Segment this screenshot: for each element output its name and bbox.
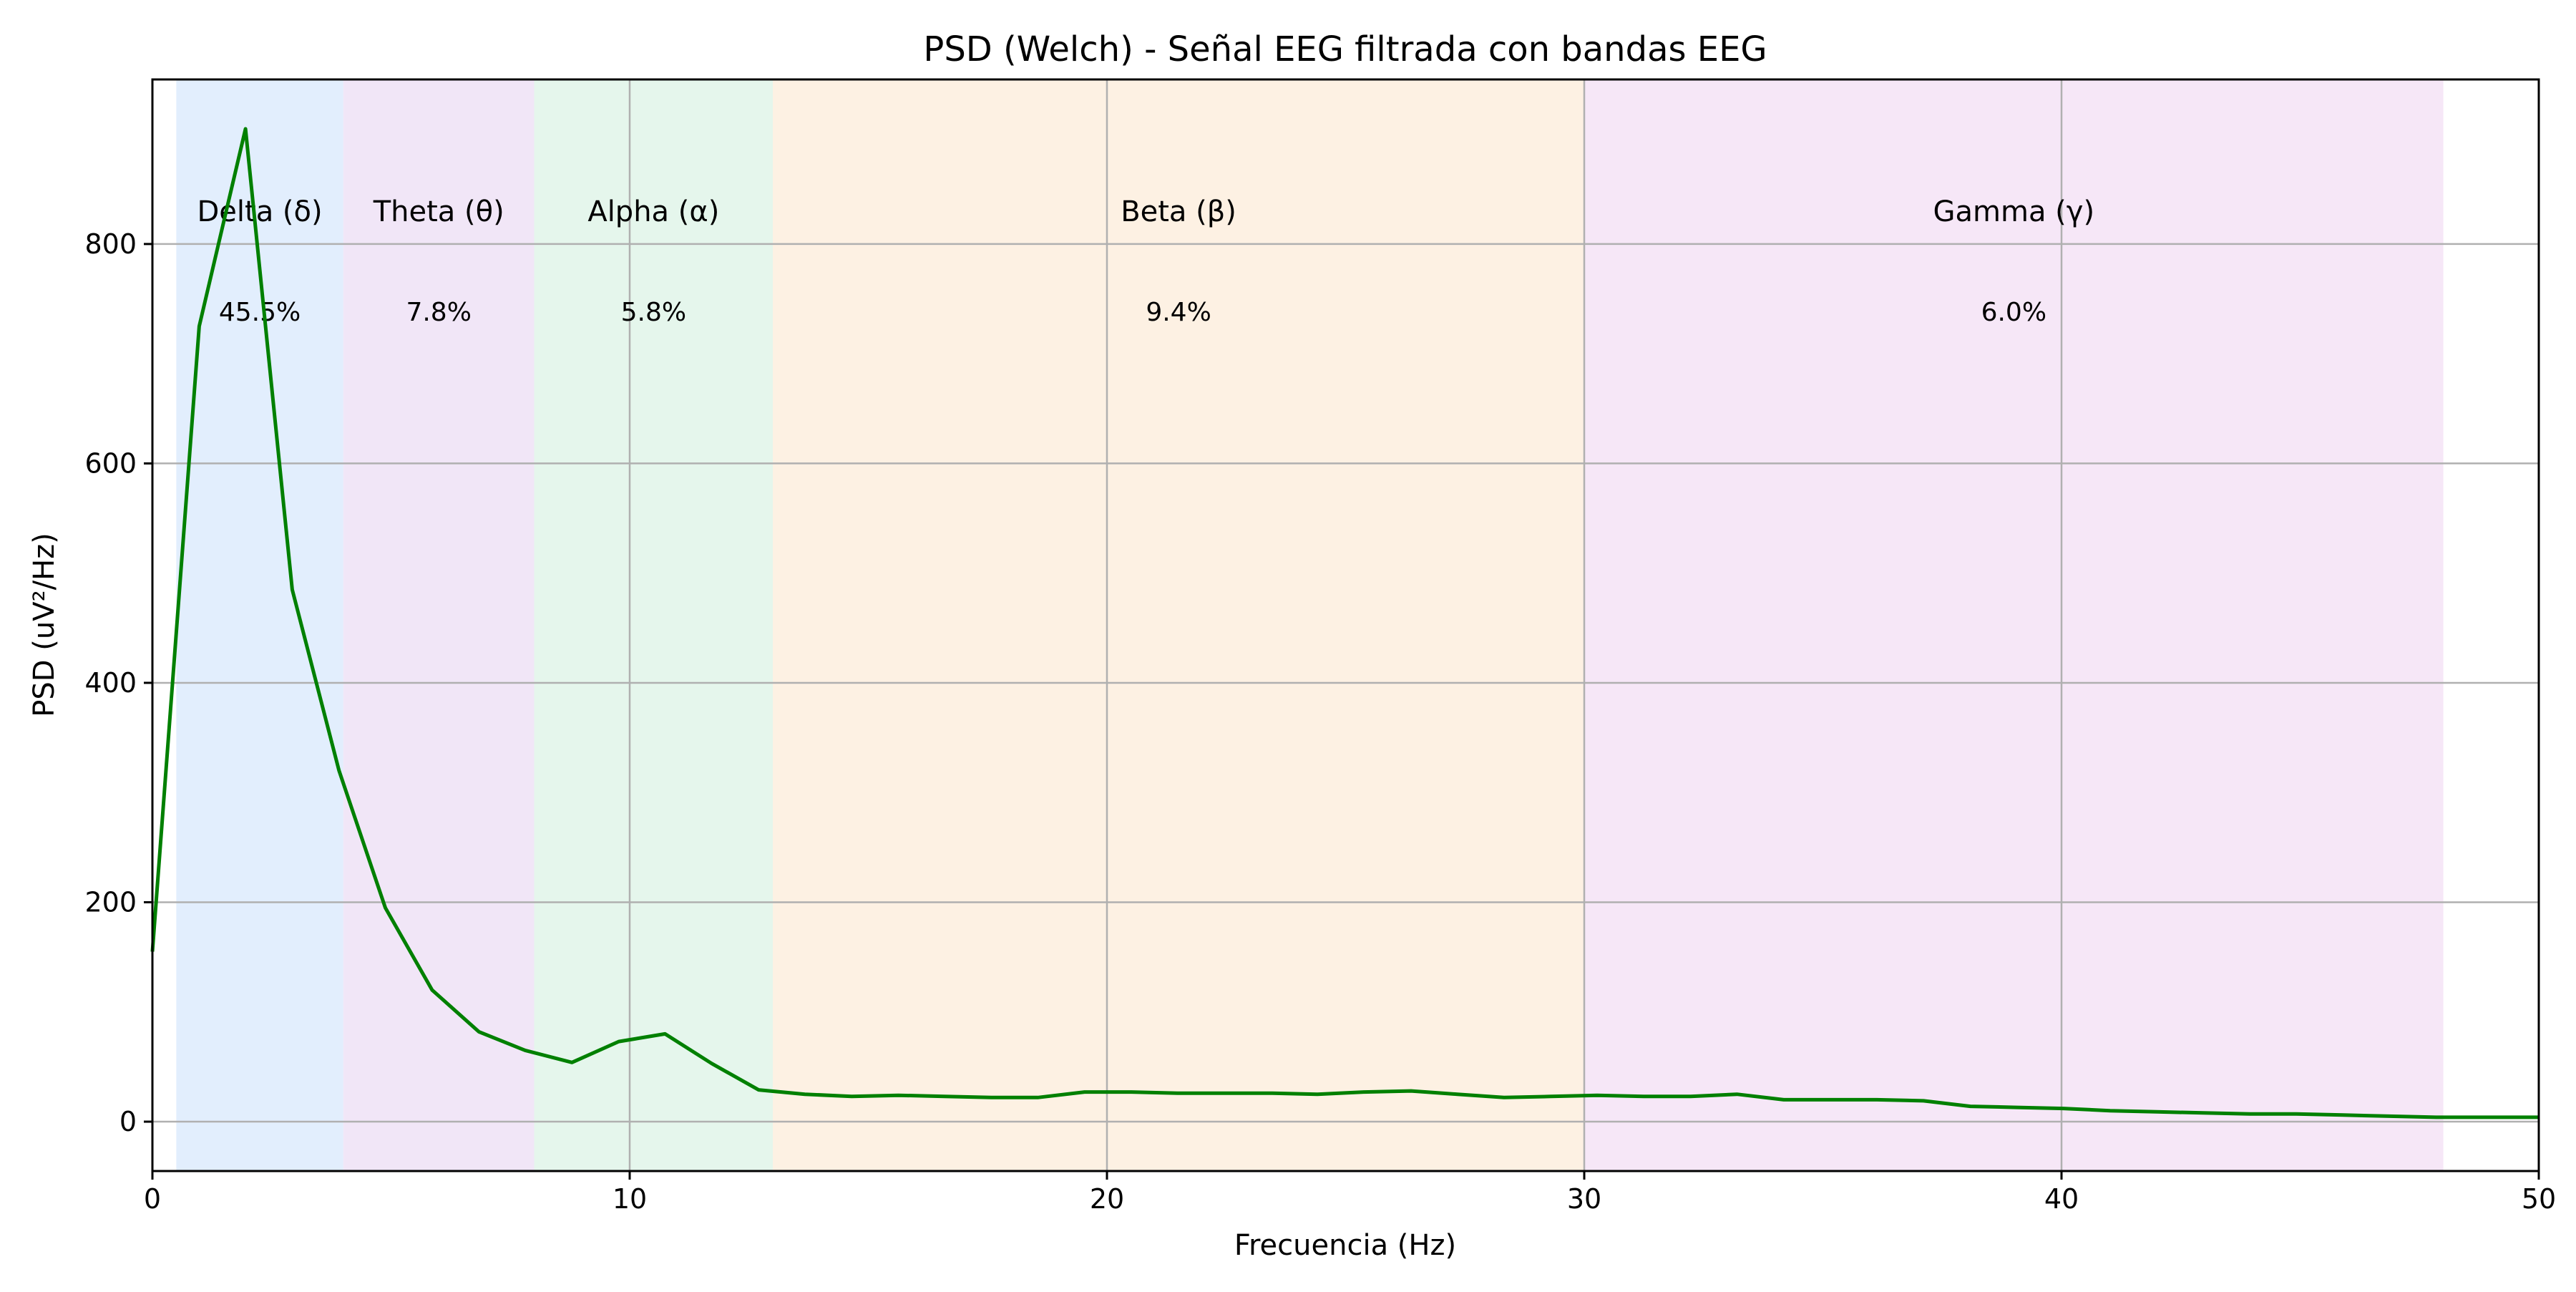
band-shading-layer — [176, 79, 2444, 1171]
band-label-0: Delta (δ) — [197, 195, 323, 228]
chart-title: PSD (Welch) - Señal EEG filtrada con ban… — [923, 29, 1767, 69]
band-region-2 — [534, 79, 774, 1171]
x-tick-label-1: 10 — [613, 1183, 647, 1215]
band-region-4 — [1584, 79, 2444, 1171]
x-tick-label-0: 0 — [144, 1183, 161, 1215]
band-percent-1: 7.8% — [406, 298, 471, 327]
band-percent-4: 6.0% — [1981, 298, 2046, 327]
psd-series-layer — [150, 127, 2539, 1119]
x-axis-label: Frecuencia (Hz) — [1234, 1229, 1456, 1262]
axis-ticks-layer: 0 10 20 30 40 50 0 200 400 600 800 — [84, 228, 2556, 1215]
band-percent-0: 45.5% — [219, 298, 301, 327]
y-tick-label-4: 800 — [84, 228, 137, 260]
x-tick-label-5: 50 — [2522, 1183, 2556, 1215]
y-tick-label-3: 600 — [84, 447, 137, 479]
band-percent-2: 5.8% — [621, 298, 686, 327]
band-region-3 — [773, 79, 1584, 1171]
band-label-4: Gamma (γ) — [1933, 195, 2095, 228]
band-label-1: Theta (θ) — [373, 195, 504, 228]
plot-frame — [151, 78, 2540, 1172]
band-region-1 — [343, 79, 535, 1171]
x-tick-label-2: 20 — [1090, 1183, 1124, 1215]
y-tick-label-2: 400 — [84, 667, 137, 699]
band-percent-3: 9.4% — [1146, 298, 1211, 327]
y-axis-label: PSD (uV²/Hz) — [28, 533, 61, 717]
x-tick-label-4: 40 — [2044, 1183, 2079, 1215]
grid-layer — [151, 79, 2540, 1171]
band-label-3: Beta (β) — [1121, 195, 1236, 228]
y-tick-label-1: 200 — [84, 886, 137, 918]
psd-line — [150, 127, 2539, 1119]
x-tick-label-3: 30 — [1567, 1183, 1601, 1215]
y-tick-label-0: 0 — [119, 1106, 137, 1137]
band-label-2: Alpha (α) — [587, 195, 719, 228]
band-labels-layer: Delta (δ) 45.5% Theta (θ) 7.8% Alpha (α) 5.8%… — [197, 195, 2095, 327]
